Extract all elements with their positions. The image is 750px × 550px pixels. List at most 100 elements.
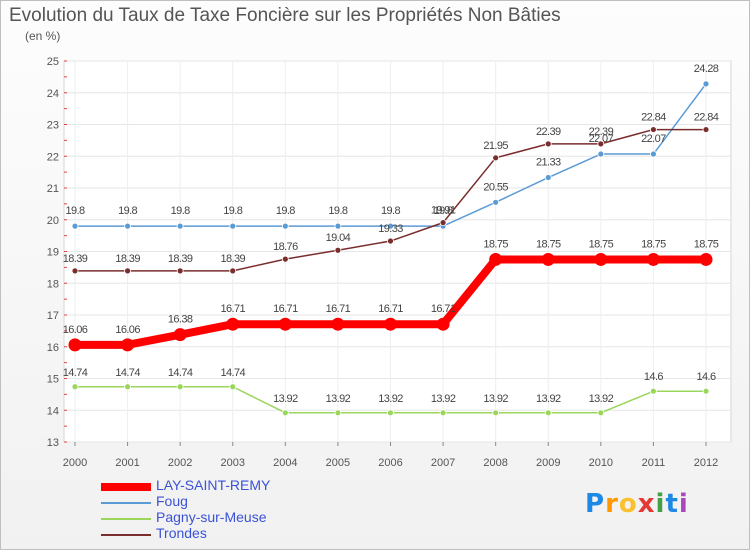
data-label-lay-saint-remy: 16.38 — [168, 314, 193, 326]
x-tick-label: 2012 — [694, 457, 718, 469]
data-point-pagny-sur-meuse — [702, 387, 710, 395]
data-point-lay-saint-remy — [541, 252, 555, 266]
x-tick-label: 2004 — [273, 457, 297, 469]
data-point-lay-saint-remy — [384, 317, 397, 331]
data-point-lay-saint-remy — [489, 252, 503, 266]
legend-label: Pagny-sur-Meuse — [156, 509, 267, 525]
data-label-pagny-sur-meuse: 13.92 — [589, 393, 614, 405]
data-label-trondes: 19.91 — [431, 205, 456, 217]
data-label-lay-saint-remy: 16.06 — [115, 324, 140, 336]
legend-label: Trondes — [156, 525, 207, 541]
data-label-foug: 19.8 — [223, 205, 242, 217]
data-label-lay-saint-remy: 16.71 — [326, 303, 351, 315]
data-label-foug: 19.8 — [381, 205, 400, 217]
x-tick-label: 2006 — [378, 457, 402, 469]
data-point-lay-saint-remy — [331, 317, 345, 331]
data-point-foug — [492, 198, 500, 206]
data-point-lay-saint-remy — [226, 317, 240, 331]
logo-letter: r — [605, 489, 619, 519]
data-point-pagny-sur-meuse — [387, 409, 394, 417]
data-point-trondes — [229, 267, 237, 275]
data-label-pagny-sur-meuse: 13.92 — [273, 393, 298, 405]
data-point-pagny-sur-meuse — [544, 409, 552, 417]
x-tick-label: 2007 — [431, 457, 455, 469]
data-point-foug — [281, 222, 289, 230]
data-label-trondes: 18.39 — [220, 253, 245, 265]
data-label-trondes: 19.33 — [378, 223, 403, 235]
data-point-trondes — [439, 219, 447, 227]
data-point-foug — [176, 222, 184, 230]
data-label-lay-saint-remy: 16.71 — [220, 303, 245, 315]
data-point-pagny-sur-meuse — [334, 409, 342, 417]
x-tick-label: 2002 — [168, 457, 192, 469]
x-tick-label: 2001 — [115, 457, 139, 469]
data-label-lay-saint-remy: 16.71 — [273, 303, 298, 315]
data-point-lay-saint-remy — [594, 252, 608, 266]
y-tick-label: 20 — [47, 215, 59, 227]
data-point-foug — [597, 150, 605, 158]
data-label-lay-saint-remy: 16.06 — [63, 324, 88, 336]
logo-letter: i — [678, 489, 689, 519]
data-label-lay-saint-remy: 18.75 — [536, 238, 561, 250]
data-label-pagny-sur-meuse: 14.74 — [115, 367, 140, 379]
data-point-trondes — [281, 255, 289, 263]
data-label-trondes: 21.95 — [483, 140, 508, 152]
y-tick-label: 16 — [47, 342, 59, 354]
data-point-pagny-sur-meuse — [71, 383, 79, 391]
y-tick-label: 21 — [47, 183, 59, 195]
y-tick-label: 24 — [47, 88, 59, 100]
data-point-foug — [702, 80, 710, 88]
data-point-pagny-sur-meuse — [281, 409, 289, 417]
data-label-foug: 24.28 — [694, 63, 719, 75]
chart-unit-label: (en %) — [25, 29, 61, 43]
legend-swatch — [101, 483, 151, 491]
data-point-trondes — [650, 126, 657, 133]
data-label-trondes: 18.39 — [168, 253, 193, 265]
data-point-pagny-sur-meuse — [650, 387, 657, 395]
data-label-pagny-sur-meuse: 14.74 — [63, 367, 88, 379]
data-label-pagny-sur-meuse: 14.74 — [168, 367, 193, 379]
data-point-lay-saint-remy — [278, 317, 292, 331]
data-point-lay-saint-remy — [699, 252, 713, 266]
data-point-lay-saint-remy — [68, 338, 82, 352]
data-point-trondes — [544, 140, 552, 148]
data-point-trondes — [124, 267, 131, 275]
y-tick-label: 23 — [47, 120, 59, 132]
data-point-lay-saint-remy — [121, 338, 135, 352]
data-point-lay-saint-remy — [173, 328, 187, 342]
data-label-lay-saint-remy: 16.71 — [378, 303, 403, 315]
data-point-foug — [334, 222, 342, 230]
data-label-lay-saint-remy: 16.71 — [431, 303, 456, 315]
data-label-foug: 19.8 — [328, 205, 347, 217]
data-label-pagny-sur-meuse: 13.92 — [431, 393, 456, 405]
data-point-pagny-sur-meuse — [229, 383, 237, 391]
data-point-pagny-sur-meuse — [597, 409, 605, 417]
data-label-lay-saint-remy: 18.75 — [694, 238, 719, 250]
data-point-foug — [229, 222, 237, 230]
data-label-lay-saint-remy: 18.75 — [483, 238, 508, 250]
y-tick-label: 15 — [47, 374, 59, 386]
data-point-pagny-sur-meuse — [176, 383, 184, 391]
x-tick-label: 2010 — [589, 457, 613, 469]
chart-title: Evolution du Taux de Taxe Foncière sur l… — [9, 5, 561, 26]
logo-letter: t — [665, 489, 679, 519]
data-label-pagny-sur-meuse: 13.92 — [483, 393, 508, 405]
data-label-lay-saint-remy: 18.75 — [589, 238, 614, 250]
data-point-foug — [544, 174, 552, 181]
data-label-pagny-sur-meuse: 14.6 — [696, 371, 715, 383]
data-point-lay-saint-remy — [646, 252, 660, 266]
data-label-foug: 22.07 — [641, 133, 666, 145]
data-label-trondes: 22.39 — [536, 126, 561, 138]
data-point-trondes — [492, 154, 500, 162]
logo-letter: x — [637, 489, 656, 519]
legend-label: Foug — [156, 493, 188, 509]
data-label-foug: 19.8 — [65, 205, 84, 217]
data-label-trondes: 18.39 — [115, 253, 140, 265]
data-label-pagny-sur-meuse: 13.92 — [536, 393, 561, 405]
logo-letter: o — [618, 489, 638, 519]
data-label-trondes: 19.04 — [326, 232, 351, 244]
y-tick-label: 13 — [47, 437, 59, 449]
data-point-pagny-sur-meuse — [439, 409, 447, 417]
